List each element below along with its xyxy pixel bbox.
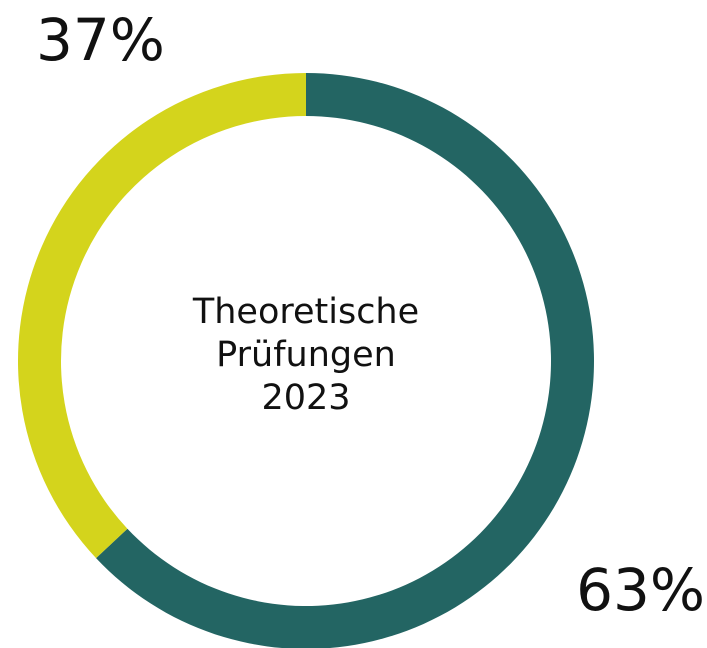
donut-slice [18,73,307,559]
value-label: 63% [576,556,705,624]
center-label: 2023 [261,378,350,418]
center-label: Theoretische [192,292,419,332]
donut-slice [96,73,594,648]
value-label: 37% [36,6,165,74]
center-label: Prüfungen [216,335,396,375]
